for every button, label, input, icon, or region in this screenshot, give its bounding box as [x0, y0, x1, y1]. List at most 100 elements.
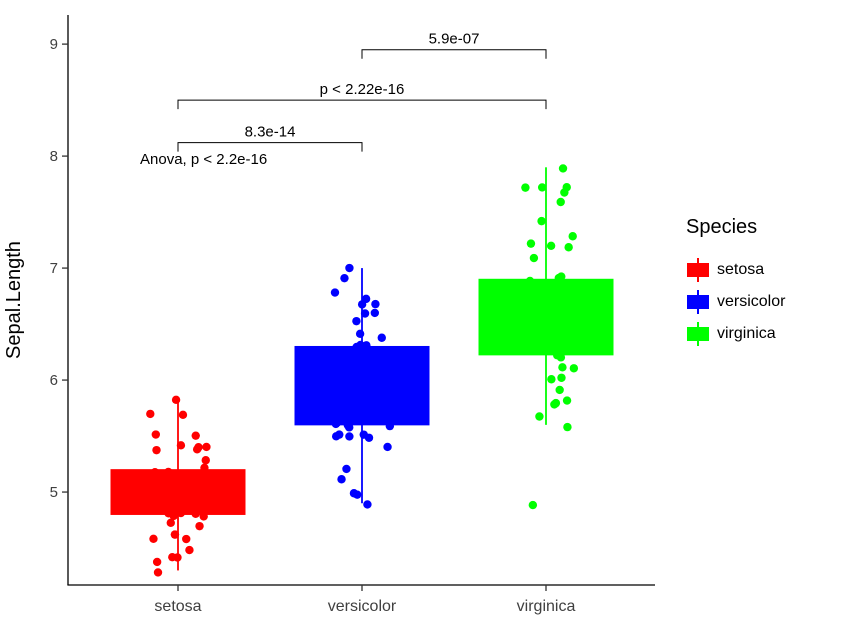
- jitter-point: [154, 487, 163, 496]
- jitter-point: [146, 409, 155, 419]
- p-value-label: p < 2.22e-16: [320, 81, 405, 98]
- boxplot-svg: 5 6 7 8 9 setosa versicolor virginica 5.9e-07 p <…: [50, 15, 655, 615]
- x-category-label: setosa: [154, 598, 201, 615]
- x-category-label: virginica: [517, 598, 576, 615]
- y-tick-label: 8: [50, 148, 58, 165]
- jitter-point: [152, 445, 161, 455]
- jitter-point: [558, 341, 567, 351]
- jitter-point: [169, 473, 179, 483]
- jitter-point: [562, 183, 571, 192]
- jitter-point: [560, 284, 570, 294]
- jitter-point: [342, 389, 351, 398]
- significance-bracket: p < 2.22e-16: [177, 81, 547, 110]
- jitter-point: [519, 331, 529, 340]
- boxplot-versicolor: [294, 263, 430, 509]
- jitter-point: [200, 463, 209, 473]
- jitter-point: [557, 272, 566, 281]
- y-tick-label: 6: [50, 372, 58, 389]
- jitter-point: [182, 479, 191, 488]
- jitter-point: [195, 489, 205, 499]
- legend-item-label: setosa: [717, 261, 765, 278]
- jitter-point: [556, 197, 565, 207]
- jitter-point: [352, 316, 361, 326]
- jitter-point: [176, 441, 186, 450]
- jitter-point: [185, 545, 194, 555]
- anova-label: Anova, p < 2.2e-16: [140, 151, 267, 168]
- axes: 5 6 7 8 9 setosa versicolor virginica: [50, 15, 655, 615]
- jitter-point: [535, 412, 544, 421]
- jitter-point: [195, 521, 204, 531]
- jitter-point: [362, 352, 372, 361]
- jitter-point: [553, 316, 562, 326]
- jitter-point: [178, 410, 188, 420]
- jitter-point: [525, 276, 535, 286]
- jitter-point: [371, 299, 380, 309]
- legend-key-icon: [686, 322, 710, 346]
- jitter-point: [385, 361, 394, 371]
- legend-item-setosa: setosa: [686, 257, 785, 283]
- y-tick-label: 7: [50, 260, 58, 277]
- jitter-point: [149, 534, 158, 544]
- jitter-point: [564, 317, 574, 326]
- jitter-point: [170, 530, 180, 539]
- jitter-point: [349, 376, 358, 385]
- legend-entries: setosa versicolor virginica: [686, 257, 785, 347]
- jitter-point: [153, 568, 163, 577]
- jitter-point: [564, 243, 573, 252]
- jitter-point: [562, 396, 572, 405]
- jitter-point: [168, 552, 177, 562]
- jitter-point: [201, 456, 210, 465]
- jitter-point: [364, 433, 374, 442]
- jitter-point: [191, 509, 200, 518]
- jitter-point: [199, 512, 208, 521]
- jitter-point: [566, 299, 575, 308]
- jitter-point: [546, 241, 556, 250]
- legend-key-icon: [686, 290, 710, 314]
- legend-item-label: versicolor: [717, 293, 786, 310]
- jitter-point: [189, 477, 198, 486]
- jitter-point: [152, 557, 162, 567]
- jitter-point: [345, 432, 354, 441]
- jitter-point: [372, 373, 381, 382]
- jitter-point: [545, 322, 555, 331]
- legend-item-label: virginica: [717, 325, 776, 342]
- jitter-point: [166, 518, 175, 528]
- jitter-point: [150, 467, 160, 477]
- jitter-point: [551, 398, 561, 408]
- jitter-point: [555, 385, 564, 395]
- jitter-point: [157, 477, 167, 487]
- jitter-point: [332, 418, 342, 427]
- jitter-point: [385, 421, 395, 431]
- jitter-point: [377, 333, 386, 342]
- jitter-point: [202, 442, 211, 452]
- jitter-point: [342, 464, 351, 474]
- box: [478, 278, 614, 356]
- jitter-point: [547, 375, 556, 384]
- legend-item-versicolor: versicolor: [686, 289, 785, 315]
- legend-item-virginica: virginica: [686, 321, 785, 347]
- jitter-point: [563, 422, 572, 432]
- jitter-point: [557, 373, 566, 382]
- jitter-point: [345, 263, 354, 273]
- p-value-label: 5.9e-07: [429, 31, 480, 48]
- y-tick-label: 9: [50, 36, 58, 53]
- jitter-point: [386, 412, 395, 421]
- jitter-point: [363, 500, 372, 509]
- jitter-point: [335, 430, 344, 439]
- jitter-point: [383, 376, 393, 385]
- jitter-point: [568, 232, 577, 241]
- jitter-point: [366, 365, 375, 375]
- legend-key-icon: [686, 258, 710, 282]
- jitter-point: [526, 239, 536, 248]
- jitter-point: [164, 467, 173, 477]
- jitter-point: [558, 363, 567, 372]
- jitter-point: [353, 367, 363, 376]
- jitter-point: [537, 216, 546, 226]
- jitter-point: [150, 474, 159, 484]
- jitter-point: [362, 341, 371, 350]
- x-category-label: versicolor: [328, 598, 397, 615]
- jitter-point: [176, 508, 186, 518]
- jitter-point: [192, 445, 202, 454]
- jitter-point: [558, 164, 568, 173]
- boxplot-virginica: [478, 164, 614, 510]
